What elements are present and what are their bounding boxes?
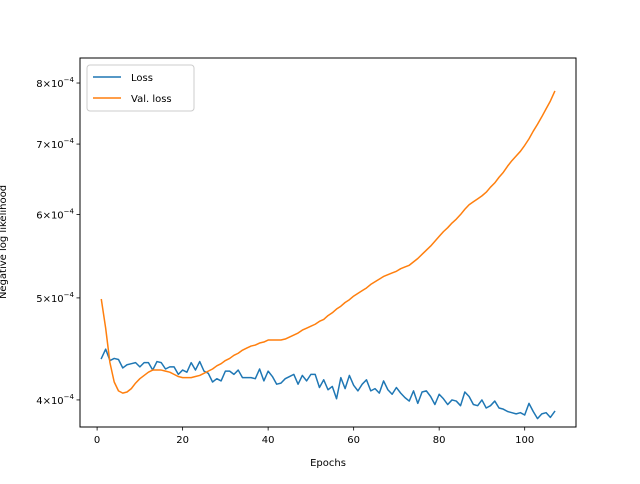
x-tick-label: 80 (433, 435, 446, 446)
x-tick-label: 20 (176, 435, 189, 446)
series-line-loss (100, 348, 556, 420)
x-tick-label: 0 (94, 435, 100, 446)
legend: Loss Val. loss (86, 64, 195, 112)
y-axis-label: Negative log likelihood (0, 185, 9, 299)
legend-label-val-loss: Val. loss (131, 94, 172, 105)
x-tick-label: 100 (515, 435, 534, 446)
series-line-val-loss (100, 90, 556, 394)
series-layer (100, 90, 556, 420)
y-tick-label: 8×10−4 (36, 76, 74, 90)
y-tick-label: 6×10−4 (36, 208, 74, 222)
plot-frame (79, 57, 577, 428)
y-axis-ticks: 4×10−4 5×10−4 6×10−4 7×10−4 8×10−4 (36, 76, 80, 407)
y-tick-label: 5×10−4 (36, 291, 74, 305)
y-tick-label: 4×10−4 (36, 393, 74, 407)
x-axis-label: Epochs (310, 458, 346, 469)
x-axis-ticks: 0 20 40 60 80 100 (94, 427, 534, 446)
legend-label-loss: Loss (131, 73, 153, 84)
y-tick-label: 7×10−4 (36, 137, 74, 151)
x-tick-label: 40 (262, 435, 275, 446)
x-tick-label: 60 (347, 435, 360, 446)
